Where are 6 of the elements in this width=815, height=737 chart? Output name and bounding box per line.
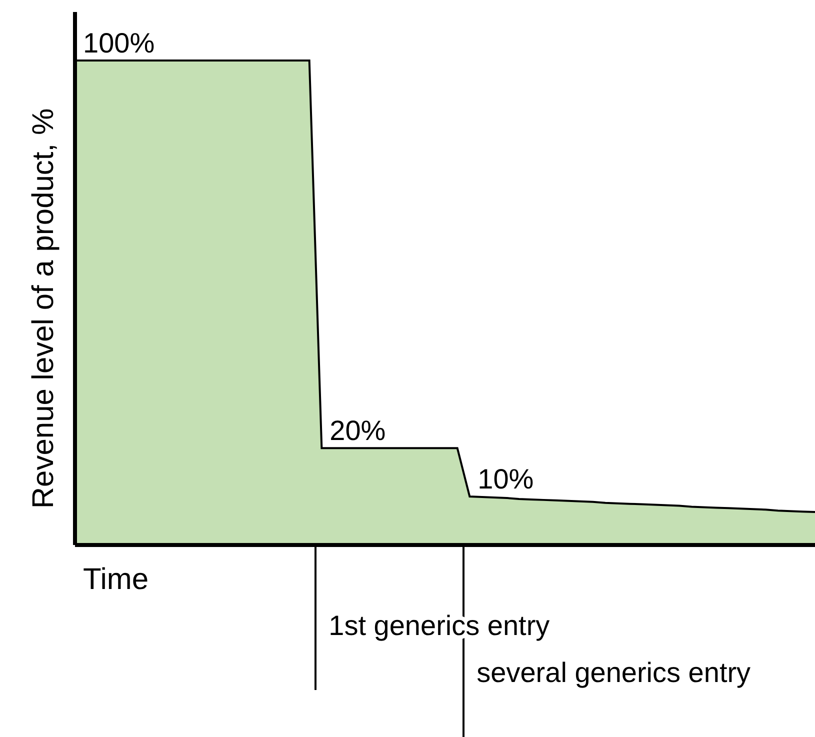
data-label: 100% — [83, 27, 155, 58]
y-axis-title: Revenue level of a product, % — [27, 108, 60, 509]
text: several generics entry — [476, 657, 751, 688]
data-label: 20% — [330, 415, 386, 446]
x-axis-title: Time — [83, 563, 149, 596]
data-label: 10% — [478, 464, 534, 495]
